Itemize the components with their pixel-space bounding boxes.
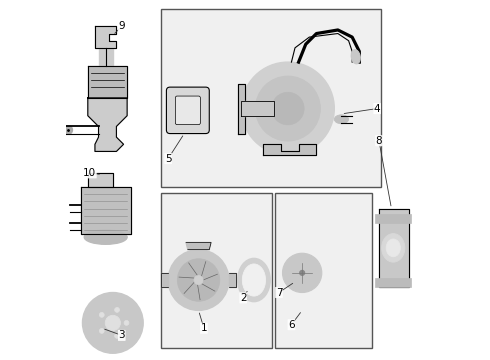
Circle shape (99, 312, 104, 317)
Circle shape (115, 307, 120, 312)
Circle shape (99, 328, 104, 333)
Text: 6: 6 (288, 320, 295, 330)
Text: 5: 5 (165, 154, 172, 163)
Circle shape (82, 293, 143, 353)
Ellipse shape (243, 264, 266, 296)
Polygon shape (95, 26, 117, 48)
Bar (375, 214, 411, 223)
Ellipse shape (351, 50, 360, 64)
Polygon shape (229, 273, 236, 287)
Ellipse shape (238, 258, 270, 301)
Polygon shape (81, 187, 131, 234)
Polygon shape (186, 243, 211, 249)
Text: 2: 2 (240, 293, 246, 303)
Bar (375, 278, 411, 287)
Circle shape (242, 62, 334, 155)
Text: 8: 8 (376, 136, 382, 146)
Circle shape (168, 249, 229, 310)
Circle shape (300, 270, 304, 275)
Circle shape (124, 320, 129, 325)
Circle shape (283, 253, 322, 293)
Circle shape (255, 76, 320, 141)
Text: 10: 10 (83, 168, 96, 178)
Text: 9: 9 (119, 21, 125, 31)
Circle shape (64, 126, 73, 134)
Ellipse shape (84, 230, 127, 244)
Polygon shape (161, 273, 168, 287)
Polygon shape (88, 98, 127, 152)
Polygon shape (88, 66, 127, 98)
Circle shape (271, 92, 304, 125)
Ellipse shape (386, 239, 400, 257)
Polygon shape (238, 84, 245, 134)
Ellipse shape (334, 115, 348, 124)
Circle shape (115, 333, 120, 338)
Text: 7: 7 (275, 288, 282, 297)
Circle shape (194, 275, 203, 284)
Ellipse shape (382, 234, 405, 262)
Polygon shape (242, 102, 273, 116)
Bar (161, 9, 381, 187)
Bar (275, 193, 372, 348)
Polygon shape (263, 144, 317, 155)
Circle shape (105, 315, 121, 330)
Polygon shape (88, 173, 113, 187)
Text: 3: 3 (119, 330, 125, 341)
Circle shape (177, 259, 220, 301)
Text: 4: 4 (374, 104, 380, 113)
FancyBboxPatch shape (167, 87, 209, 134)
Text: 1: 1 (200, 323, 207, 333)
FancyBboxPatch shape (175, 96, 200, 125)
Bar (161, 193, 272, 348)
Polygon shape (379, 208, 409, 287)
